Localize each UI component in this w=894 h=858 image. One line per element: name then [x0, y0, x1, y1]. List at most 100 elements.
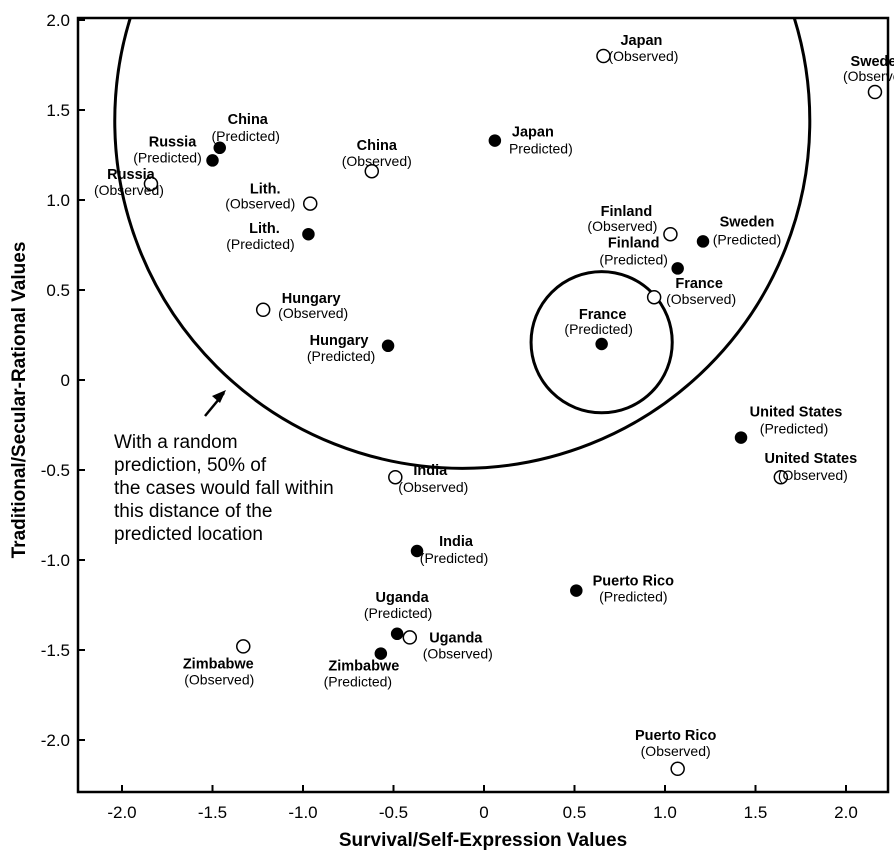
point-sublabel-china: (Observed): [342, 153, 412, 169]
predicted-point-sweden: [696, 235, 710, 248]
point-labels: China(Predicted)Russia(Predicted)JapanPr…: [94, 33, 894, 759]
point-label-china: China: [228, 112, 269, 128]
point-label-zimbabwe: Zimbabwe: [183, 656, 254, 672]
point-sublabel-sweden: (Observed): [843, 68, 894, 84]
x-axis-title: Survival/Self-Expression Values: [339, 830, 627, 851]
observed-point-sweden: [867, 84, 883, 100]
x-tick-label: -2.0: [107, 803, 136, 822]
predicted-point-france: [595, 337, 608, 351]
predicted-point-hungary: [381, 339, 395, 353]
point-sublabel-france: (Observed): [666, 291, 736, 307]
y-tick-label: -0.5: [41, 461, 70, 480]
predicted-point-united-states: [734, 431, 748, 444]
point-label-sweden: Sweden: [851, 54, 894, 70]
point-label-hungary: Hungary: [310, 333, 369, 349]
axis-ticks: -2.0 -1.5 -1.0 -0.5 0 0.5 1.0 1.5 2.0 2.0 1.5 1.0 0.…: [41, 11, 858, 822]
x-tick-label: 0: [479, 803, 488, 822]
predicted-point-zimbabwe: [374, 647, 388, 660]
point-sublabel-united-states: (Observed): [778, 467, 848, 483]
observed-point-uganda: [402, 630, 418, 645]
observed-point-india: [388, 469, 403, 485]
point-sublabel-hungary: (Predicted): [307, 348, 375, 364]
y-tick-label: 0: [61, 371, 70, 390]
point-sublabel-lith: (Predicted): [226, 236, 294, 252]
y-tick-label: 0.5: [46, 281, 70, 300]
predicted-point-india: [410, 544, 424, 558]
point-sublabel-sweden: (Predicted): [713, 231, 781, 247]
point-label-china: China: [357, 138, 398, 154]
predicted-point-puerto-rico: [570, 584, 583, 597]
point-label-russia: Russia: [149, 134, 197, 150]
point-sublabel-uganda: (Predicted): [364, 605, 432, 621]
point-sublabel-china: (Predicted): [212, 128, 280, 144]
observed-point-france: [646, 289, 662, 305]
point-label-russia: Russia: [107, 167, 155, 183]
point-label-sweden: Sweden: [720, 214, 775, 230]
data-points: [143, 48, 883, 777]
predicted-point-uganda: [390, 627, 404, 641]
observed-point-japan: [596, 48, 611, 64]
point-label-finland: Finland: [601, 204, 653, 220]
observed-point-hungary: [255, 302, 271, 318]
point-label-france: France: [675, 276, 723, 292]
annotation-line: prediction, 50% of: [114, 455, 267, 476]
annotation-line: this distance of the: [114, 501, 272, 522]
observed-point-lith: [302, 196, 318, 211]
x-tick-label: -1.0: [288, 803, 317, 822]
point-sublabel-uganda: (Observed): [423, 645, 493, 661]
y-tick-label: 1.5: [46, 101, 70, 120]
y-tick-label: -1.5: [41, 641, 70, 660]
point-sublabel-finland: (Predicted): [599, 251, 667, 267]
point-sublabel-puerto-rico: (Observed): [641, 743, 711, 759]
point-label-japan: Japan: [620, 33, 662, 49]
point-sublabel-russia: (Observed): [94, 182, 164, 198]
annotation-line: With a random: [114, 432, 238, 453]
point-label-uganda: Uganda: [376, 590, 430, 606]
point-sublabel-india: (Observed): [398, 479, 468, 495]
point-sublabel-hungary: (Observed): [278, 305, 348, 321]
point-label-france: France: [579, 307, 627, 323]
x-tick-label: -1.5: [198, 803, 227, 822]
predicted-point-china: [213, 141, 226, 155]
annotation-line: the cases would fall within: [114, 478, 334, 499]
y-tick-label: 2.0: [46, 11, 70, 30]
point-sublabel-puerto-rico: (Predicted): [599, 589, 667, 605]
y-tick-label: 1.0: [46, 191, 70, 210]
observed-point-united-states: [773, 469, 789, 485]
observed-point-china: [364, 163, 380, 179]
point-label-india: India: [413, 463, 448, 479]
point-label-japan: Japan: [512, 125, 554, 141]
observed-point-zimbabwe: [236, 639, 251, 654]
y-tick-label: -2.0: [41, 731, 70, 750]
point-label-finland: Finland: [608, 235, 660, 251]
x-tick-label: 0.5: [563, 803, 587, 822]
large-distance-circle: [113, 18, 812, 470]
point-label-puerto-rico: Puerto Rico: [635, 728, 717, 744]
point-sublabel-india: (Predicted): [420, 550, 488, 566]
x-tick-label: 1.5: [744, 803, 768, 822]
annotation-line: predicted location: [114, 524, 263, 545]
point-sublabel-japan: (Observed): [608, 48, 678, 64]
point-sublabel-zimbabwe: (Observed): [184, 671, 254, 687]
point-sublabel-finland: (Observed): [587, 218, 657, 234]
point-sublabel-japan: Predicted): [509, 141, 573, 157]
point-label-india: India: [439, 534, 474, 550]
predicted-point-japan: [488, 134, 502, 147]
point-sublabel-zimbabwe: (Predicted): [324, 674, 392, 690]
y-tick-label: -1.0: [41, 551, 70, 570]
point-label-zimbabwe: Zimbabwe: [328, 659, 399, 675]
point-sublabel-united-states: (Predicted): [760, 421, 828, 437]
circles-layer: [113, 18, 812, 470]
point-sublabel-lith: (Observed): [225, 196, 295, 212]
observed-point-russia: [143, 176, 159, 192]
point-label-lith: Lith.: [249, 221, 280, 237]
observed-point-finland: [663, 226, 678, 242]
x-tick-label: -0.5: [379, 803, 408, 822]
predicted-point-finland: [671, 262, 684, 275]
x-tick-label: 1.0: [653, 803, 677, 822]
point-label-lith: Lith.: [250, 182, 281, 198]
annotation-arrowhead: [212, 390, 226, 403]
point-label-united-states: United States: [765, 451, 858, 467]
